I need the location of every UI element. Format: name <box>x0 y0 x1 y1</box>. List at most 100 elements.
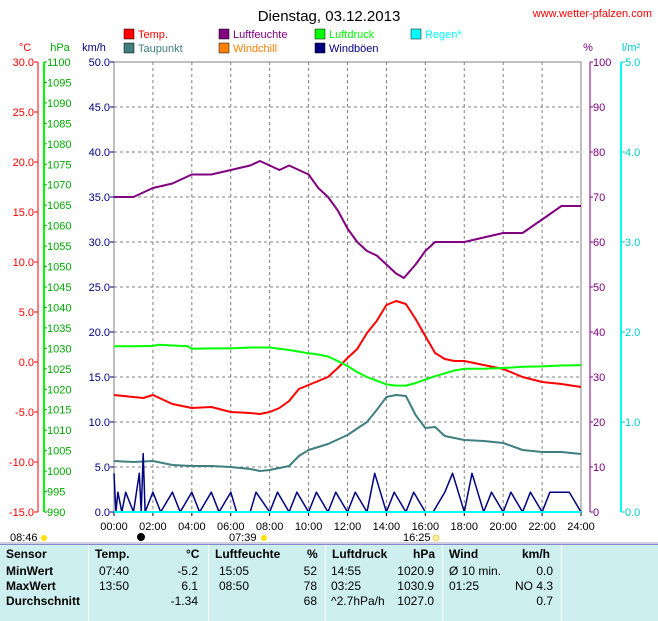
temp-tick-label: 5.0 <box>19 307 34 319</box>
temp-tick-label: -10.0 <box>9 457 34 469</box>
pressure-tick-label: 1040 <box>47 302 71 314</box>
hdr-humidity: Luftfeuchte <box>215 547 281 561</box>
hdr-temp-unit: °C <box>186 547 200 561</box>
pressure-value: 1020.9 <box>397 564 434 578</box>
rain-tick-label: 4.0 <box>625 147 640 159</box>
wind-tick-label: 5.0 <box>95 462 110 474</box>
moon-time: 07:39 <box>229 532 257 544</box>
humidity-tick-label: 40 <box>593 327 605 339</box>
legend-swatch <box>123 42 135 54</box>
temp-tick-label: -15.0 <box>9 507 34 519</box>
pressure-tick-label: 1065 <box>47 200 71 212</box>
humidity-tick-label: 70 <box>593 192 605 204</box>
x-tick-label: 04:00 <box>178 521 206 533</box>
grid <box>113 61 582 513</box>
statistics-table: Sensor Temp. °C Luftfeuchte % Luftdruck … <box>0 544 658 621</box>
pressure-value: 1027.0 <box>397 594 434 608</box>
pressure-tick-label: 1095 <box>47 77 71 89</box>
temp-unit-label: °C <box>19 42 31 54</box>
pressure-tick-label: 995 <box>47 487 65 499</box>
pressure-time: 03:25 <box>331 579 362 593</box>
x-tick-label: 14:00 <box>373 521 401 533</box>
pressure-tick-label: 1090 <box>47 98 71 110</box>
pressure-tick-label: 1070 <box>47 180 71 192</box>
legend-label: Windböen <box>329 43 379 55</box>
wind-value: NO 4.3 <box>514 579 553 593</box>
series-temp- <box>113 300 582 415</box>
wind-unit-label: km/h <box>82 42 106 54</box>
humidity-time: 15:05 <box>219 564 250 578</box>
temp-value: 6.1 <box>181 579 198 593</box>
hdr-pressure-unit: hPa <box>413 547 436 561</box>
sun-bar: 08:46 07:39 16:25 <box>0 532 658 544</box>
hdr-wind-unit: km/h <box>522 547 551 561</box>
legend-label: Luftfeuchte <box>233 29 287 41</box>
moon-icon <box>137 533 145 541</box>
x-tick-label: 20:00 <box>489 521 517 533</box>
pressure-tick-label: 1100 <box>47 57 71 69</box>
temp-time: 07:40 <box>99 564 130 578</box>
wind-value: 0.0 <box>536 564 553 578</box>
x-tick-label: 08:00 <box>256 521 284 533</box>
pressure-time: ^2.7hPa/h <box>331 594 385 608</box>
pressure-tick-label: 1005 <box>47 446 71 458</box>
hdr-sensor: Sensor <box>6 547 47 561</box>
wind-tick-label: 25.0 <box>89 282 110 294</box>
humidity-tick-label: 0 <box>593 507 599 519</box>
wind-tick-label: 40.0 <box>89 147 110 159</box>
humidity-tick-label: 50 <box>593 282 605 294</box>
legend-label: Temp. <box>138 29 168 41</box>
series-luftfeuchte <box>114 160 581 279</box>
table-header: Sensor Temp. °C Luftfeuchte % Luftdruck … <box>0 547 658 562</box>
humidity-value: 52 <box>303 564 317 578</box>
temp-tick-label: 20.0 <box>13 157 34 169</box>
wind-tick-label: 10.0 <box>89 417 110 429</box>
humidity-tick-label: 80 <box>593 147 605 159</box>
rain-tick-label: 3.0 <box>625 237 640 249</box>
pressure-tick-label: 1025 <box>47 364 71 376</box>
humidity-tick-label: 90 <box>593 102 605 114</box>
rain-unit-label: l/m² <box>622 42 641 54</box>
x-tick-label: 22:00 <box>528 521 556 533</box>
legend-label: Luftdruck <box>329 29 375 41</box>
wind-tick-label: 20.0 <box>89 327 110 339</box>
sunset-time: 16:25 <box>403 532 431 544</box>
pressure-unit-label: hPa <box>50 42 70 54</box>
pressure-tick-label: 1030 <box>47 343 71 355</box>
hdr-temp: Temp. <box>95 547 130 561</box>
axes: °C hPa km/h% l/m² 30.0 25.0 20.0 15.0 10.0 5.0 0.0… <box>9 42 641 533</box>
pressure-tick-label: 990 <box>47 507 65 519</box>
wind-tick-label: 45.0 <box>89 102 110 114</box>
rain-tick-label: 0.0 <box>625 507 640 519</box>
humidity-unit-label: % <box>583 42 593 54</box>
row-label: MinWert <box>6 564 54 578</box>
humidity-tick-label: 100 <box>593 57 611 69</box>
pressure-tick-label: 1000 <box>47 466 71 478</box>
legend-swatch <box>123 28 135 40</box>
legend-label: Taupunkt <box>138 43 183 55</box>
temp-time: 13:50 <box>99 579 130 593</box>
series-luftdruck <box>114 343 582 387</box>
wind-tick-label: 35.0 <box>89 192 110 204</box>
wind-tick-label: 0.0 <box>95 507 110 519</box>
x-tick-label: 00:00 <box>100 521 128 533</box>
wind-value: 0.7 <box>536 594 553 608</box>
pressure-tick-label: 1010 <box>47 425 71 437</box>
legend-swatch <box>314 42 326 54</box>
x-tick-label: 24:00 <box>567 521 595 533</box>
pressure-tick-label: 1085 <box>47 118 71 130</box>
pressure-time: 14:55 <box>331 564 362 578</box>
pressure-tick-label: 1075 <box>47 159 71 171</box>
hdr-humidity-unit: % <box>307 547 318 561</box>
humidity-tick-label: 20 <box>593 417 605 429</box>
legend-label: Regen* <box>425 29 462 41</box>
wind-tick-label: 15.0 <box>89 372 110 384</box>
rain-tick-label: 2.0 <box>625 327 640 339</box>
legend-swatch <box>218 42 230 54</box>
hdr-wind: Wind <box>449 547 479 561</box>
temp-tick-label: 25.0 <box>13 107 34 119</box>
humidity-value: 78 <box>303 579 317 593</box>
rain-tick-label: 1.0 <box>625 417 640 429</box>
wind-tick-label: 30.0 <box>89 237 110 249</box>
temp-value: -1.34 <box>170 594 198 608</box>
